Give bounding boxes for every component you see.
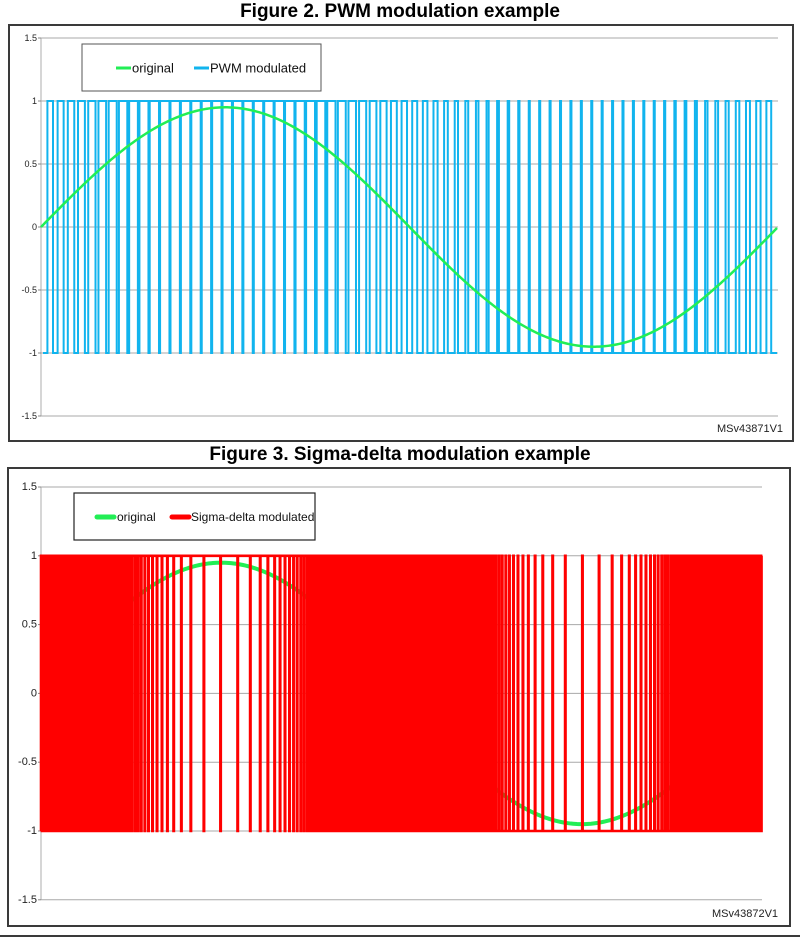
y-tick-label: -0.5	[21, 285, 37, 295]
sigma-delta-modulated-series	[39, 554, 763, 833]
y-tick-label: 1	[31, 550, 37, 562]
chart-legend: original PWM modulated	[81, 43, 322, 92]
y-tick-label: 1	[32, 96, 37, 106]
figure-3-title: Figure 3. Sigma-delta modulation example	[209, 444, 591, 465]
legend-label-sigma-delta: Sigma-delta modulated	[191, 510, 314, 524]
page-bottom-rule	[0, 935, 800, 937]
chart-legend: original Sigma-delta modulated	[73, 492, 316, 541]
y-tick-label: 0	[32, 222, 37, 232]
y-tick-label: 0.5	[22, 619, 37, 631]
legend-label-original: original	[117, 510, 156, 524]
figure-3-id-label: MSv43872V1	[712, 908, 779, 920]
pwm-chart: 1.5 1 0.5 0 -0.5 -1 -1.5 original PWM modulated	[21, 33, 778, 421]
pwm-modulated-series	[43, 100, 777, 354]
y-tick-label: -1.5	[21, 411, 37, 421]
figure-2-title: Figure 2. PWM modulation example	[240, 1, 560, 22]
y-tick-label: -1	[29, 348, 37, 358]
y-tick-label: 0.5	[24, 159, 37, 169]
y-tick-label: -0.5	[18, 756, 37, 768]
figure-2-id-label: MSv43871V1	[717, 423, 784, 435]
y-tick-label: -1	[27, 825, 37, 837]
y-tick-label: 0	[31, 687, 37, 699]
legend-label-original: original	[132, 61, 174, 76]
y-tick-label: -1.5	[18, 894, 37, 906]
y-tick-label: 1.5	[22, 481, 37, 493]
original-sine-series	[40, 106, 778, 348]
y-tick-label: 1.5	[24, 33, 37, 43]
legend-label-pwm: PWM modulated	[210, 61, 306, 76]
